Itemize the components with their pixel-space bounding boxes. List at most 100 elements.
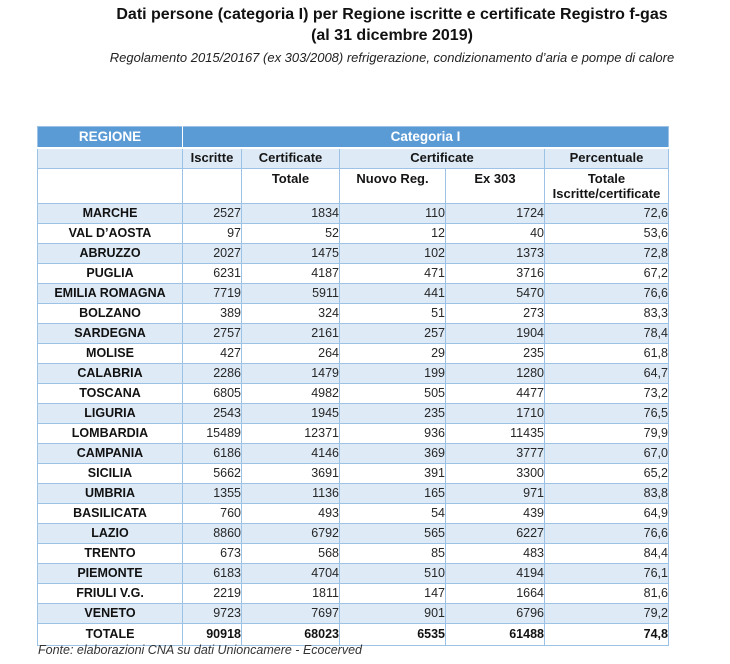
- ex303-cell: 1373: [445, 243, 545, 264]
- header-certificate-split: Certificate: [339, 147, 545, 169]
- header-perc-line2: Iscritte/certificate: [552, 186, 661, 201]
- region-cell: VENETO: [37, 603, 183, 624]
- percentuale-cell: 76,6: [544, 523, 669, 544]
- header-regione: REGIONE: [37, 126, 183, 149]
- nuovo-reg-cell: 565: [339, 523, 446, 544]
- nuovo-reg-cell: 165: [339, 483, 446, 504]
- region-cell: EMILIA ROMAGNA: [37, 283, 183, 304]
- iscritte-cell: 6805: [182, 383, 242, 404]
- total-row: TOTALE 90918 68023 6535 61488 74,8: [37, 623, 669, 646]
- total-cert-totale-cell: 68023: [241, 623, 340, 646]
- nuovo-reg-cell: 901: [339, 603, 446, 624]
- iscritte-cell: 7719: [182, 283, 242, 304]
- total-ex303-cell: 61488: [445, 623, 545, 646]
- cert-totale-cell: 493: [241, 503, 340, 524]
- ex303-cell: 3716: [445, 263, 545, 284]
- iscritte-cell: 2757: [182, 323, 242, 344]
- cert-totale-cell: 324: [241, 303, 340, 324]
- nuovo-reg-cell: 110: [339, 203, 446, 224]
- header-empty-2: [37, 168, 183, 204]
- ex303-cell: 1904: [445, 323, 545, 344]
- table-row: VAL D’AOSTA 97 52 12 40 53,6: [37, 223, 669, 244]
- iscritte-cell: 6183: [182, 563, 242, 584]
- cert-totale-cell: 7697: [241, 603, 340, 624]
- total-iscritte-cell: 90918: [182, 623, 242, 646]
- cert-totale-cell: 1834: [241, 203, 340, 224]
- table-row: MARCHE 2527 1834 110 1724 72,6: [37, 203, 669, 224]
- region-cell: BASILICATA: [37, 503, 183, 524]
- percentuale-cell: 64,9: [544, 503, 669, 524]
- iscritte-cell: 2527: [182, 203, 242, 224]
- iscritte-cell: 15489: [182, 423, 242, 444]
- ex303-cell: 6796: [445, 603, 545, 624]
- cert-totale-cell: 5911: [241, 283, 340, 304]
- region-cell: MARCHE: [37, 203, 183, 224]
- cert-totale-cell: 4704: [241, 563, 340, 584]
- cert-totale-cell: 1479: [241, 363, 340, 384]
- ex303-cell: 439: [445, 503, 545, 524]
- percentuale-cell: 72,6: [544, 203, 669, 224]
- percentuale-cell: 79,9: [544, 423, 669, 444]
- table-row: TRENTO 673 568 85 483 84,4: [37, 543, 669, 564]
- table-row: BOLZANO 389 324 51 273 83,3: [37, 303, 669, 324]
- nuovo-reg-cell: 102: [339, 243, 446, 264]
- iscritte-cell: 2219: [182, 583, 242, 604]
- percentuale-cell: 65,2: [544, 463, 669, 484]
- iscritte-cell: 760: [182, 503, 242, 524]
- region-cell: FRIULI V.G.: [37, 583, 183, 604]
- cert-totale-cell: 1811: [241, 583, 340, 604]
- table-row: SARDEGNA 2757 2161 257 1904 78,4: [37, 323, 669, 344]
- iscritte-cell: 6231: [182, 263, 242, 284]
- cert-totale-cell: 12371: [241, 423, 340, 444]
- table-row: LAZIO 8860 6792 565 6227 76,6: [37, 523, 669, 544]
- percentuale-cell: 76,5: [544, 403, 669, 424]
- region-cell: LOMBARDIA: [37, 423, 183, 444]
- cert-totale-cell: 6792: [241, 523, 340, 544]
- region-cell: UMBRIA: [37, 483, 183, 504]
- table-row: VENETO 9723 7697 901 6796 79,2: [37, 603, 669, 624]
- nuovo-reg-cell: 391: [339, 463, 446, 484]
- region-cell: SARDEGNA: [37, 323, 183, 344]
- iscritte-cell: 8860: [182, 523, 242, 544]
- table-row: CAMPANIA 6186 4146 369 3777 67,0: [37, 443, 669, 464]
- header-ex303: Ex 303: [445, 168, 545, 204]
- region-cell: PIEMONTE: [37, 563, 183, 584]
- nuovo-reg-cell: 369: [339, 443, 446, 464]
- iscritte-cell: 389: [182, 303, 242, 324]
- percentuale-cell: 61,8: [544, 343, 669, 364]
- header-row-3: Totale Nuovo Reg. Ex 303 Totale Iscritte…: [37, 168, 669, 204]
- region-cell: TRENTO: [37, 543, 183, 564]
- header-perc-detail: Totale Iscritte/certificate: [544, 168, 669, 204]
- nuovo-reg-cell: 12: [339, 223, 446, 244]
- total-percentuale-cell: 74,8: [544, 623, 669, 646]
- iscritte-cell: 2286: [182, 363, 242, 384]
- table-body: MARCHE 2527 1834 110 1724 72,6 VAL D’AOS…: [37, 203, 669, 624]
- percentuale-cell: 79,2: [544, 603, 669, 624]
- cert-totale-cell: 4982: [241, 383, 340, 404]
- source-note: Fonte: elaborazioni CNA su dati Unioncam…: [38, 643, 362, 657]
- ex303-cell: 1280: [445, 363, 545, 384]
- ex303-cell: 273: [445, 303, 545, 324]
- ex303-cell: 3777: [445, 443, 545, 464]
- table-row: BASILICATA 760 493 54 439 64,9: [37, 503, 669, 524]
- percentuale-cell: 73,2: [544, 383, 669, 404]
- table-row: EMILIA ROMAGNA 7719 5911 441 5470 76,6: [37, 283, 669, 304]
- total-region-cell: TOTALE: [37, 623, 183, 646]
- percentuale-cell: 78,4: [544, 323, 669, 344]
- region-cell: BOLZANO: [37, 303, 183, 324]
- cert-totale-cell: 568: [241, 543, 340, 564]
- table-row: FRIULI V.G. 2219 1811 147 1664 81,6: [37, 583, 669, 604]
- region-cell: ABRUZZO: [37, 243, 183, 264]
- iscritte-cell: 2027: [182, 243, 242, 264]
- cert-totale-cell: 2161: [241, 323, 340, 344]
- table-row: PIEMONTE 6183 4704 510 4194 76,1: [37, 563, 669, 584]
- cert-totale-cell: 1475: [241, 243, 340, 264]
- iscritte-cell: 9723: [182, 603, 242, 624]
- cert-totale-cell: 1945: [241, 403, 340, 424]
- percentuale-cell: 81,6: [544, 583, 669, 604]
- nuovo-reg-cell: 29: [339, 343, 446, 364]
- nuovo-reg-cell: 51: [339, 303, 446, 324]
- iscritte-cell: 1355: [182, 483, 242, 504]
- header-empty-3: [182, 168, 242, 204]
